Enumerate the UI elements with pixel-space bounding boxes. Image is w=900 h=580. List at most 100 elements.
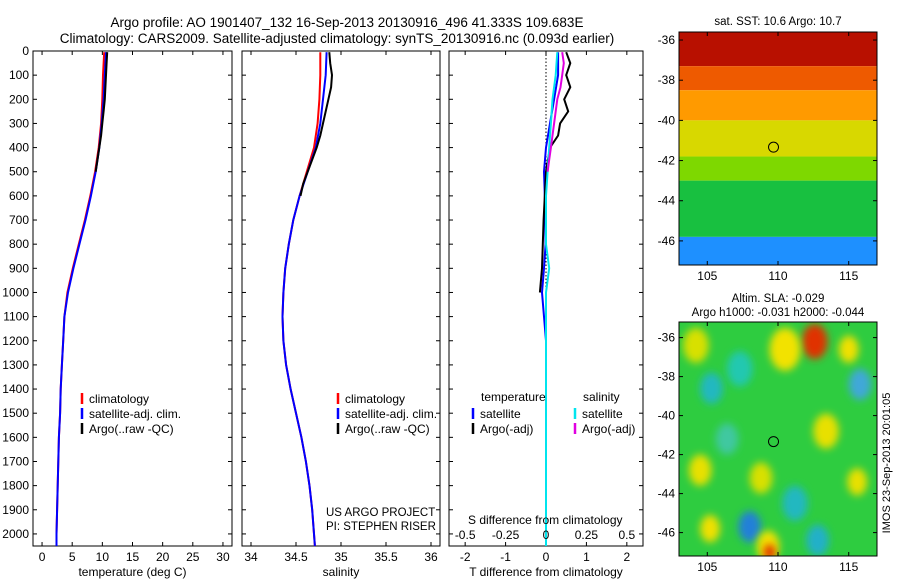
sla-anomaly-blob — [847, 468, 868, 496]
x-tick-label: 34.5 — [284, 550, 308, 564]
legend-title-salinity: salinity — [583, 390, 620, 404]
sla-anomaly-blob — [715, 423, 739, 455]
x-tick-label: 20 — [156, 550, 170, 564]
depth-tick-label: 300 — [9, 116, 29, 130]
top-tick-label: 0.5 — [618, 528, 635, 542]
title-line-2: Climatology: CARS2009. Satellite-adjuste… — [60, 31, 615, 46]
x-tick-label: -1 — [500, 550, 511, 564]
series-line-argo — [538, 51, 572, 293]
sla-anomaly-blob — [782, 485, 808, 521]
sla-anomaly-blob — [848, 368, 872, 400]
sst-band — [679, 66, 877, 91]
sst-band — [679, 90, 877, 121]
map-title: sat. SST: 10.6 Argo: 10.7 — [714, 16, 841, 28]
series-line-argo — [94, 52, 109, 172]
title-line-1: Argo profile: AO 1901407_132 16-Sep-2013… — [111, 15, 584, 30]
map-subtitle: Argo h1000: -0.031 h2000: -0.044 — [692, 307, 865, 319]
lat-tick-label: -36 — [658, 33, 676, 47]
temperature-profile-panel: 0100200300400500600700800900100011001200… — [2, 44, 233, 579]
x-tick-label: 35 — [334, 550, 348, 564]
x-tick-label: 5 — [69, 550, 76, 564]
depth-tick-label: 1700 — [2, 454, 29, 468]
sst-band — [679, 236, 877, 265]
lat-tick-label: -46 — [658, 234, 676, 248]
x-tick-label: 30 — [216, 550, 230, 564]
x-axis-label: T difference from climatology — [469, 565, 623, 579]
legend-label: climatology — [89, 392, 149, 406]
salinity-profile-panel: 34 34.5 35 35.5 36 salinity climatologysatelli… — [241, 50, 441, 579]
x-axis-label: salinity — [323, 565, 360, 579]
sla-anomaly-blob — [683, 327, 709, 363]
legend-label: Argo(..raw -QC) — [89, 422, 174, 436]
sst-band — [679, 156, 877, 181]
depth-tick-label: 400 — [9, 141, 29, 155]
top-tick-label: 0 — [543, 528, 550, 542]
lat-tick-label: -38 — [658, 370, 676, 384]
depth-tick-label: 0 — [22, 44, 29, 58]
top-axis-label: S difference from climatology — [468, 513, 623, 527]
series-line-sal_argo — [546, 52, 565, 172]
sla-anomaly-blob — [838, 335, 859, 363]
x-tick-label: -2 — [460, 550, 471, 564]
lon-tick-label: 105 — [697, 269, 717, 283]
sla-anomaly-blob — [813, 413, 839, 449]
lat-tick-label: -44 — [658, 194, 676, 208]
credit-project: US ARGO PROJECT — [326, 507, 435, 519]
sst-band — [679, 180, 877, 237]
x-tick-label: 35.5 — [374, 550, 398, 564]
map-field — [679, 322, 877, 556]
depth-tick-label: 900 — [9, 261, 29, 275]
lon-tick-label: 110 — [768, 269, 787, 283]
legend-label: climatology — [345, 392, 405, 406]
depth-tick-label: 100 — [9, 68, 29, 82]
depth-tick-label: 2000 — [2, 527, 29, 541]
lon-tick-label: 115 — [839, 269, 858, 283]
map-field — [679, 32, 877, 265]
map-title: Altim. SLA: -0.029 — [732, 293, 825, 305]
legend-label: Argo(-adj) — [582, 422, 635, 436]
series-line-argo — [299, 52, 334, 197]
depth-tick-label: 1300 — [2, 358, 29, 372]
x-tick-label: 0 — [543, 550, 550, 564]
legend-label: satellite — [582, 407, 623, 421]
depth-tick-label: 1200 — [2, 334, 29, 348]
legend-label: satellite — [480, 407, 521, 421]
lat-tick-label: -42 — [658, 448, 676, 462]
argo-location-marker — [768, 436, 780, 448]
lat-tick-label: -40 — [658, 113, 676, 127]
legend-label: satellite-adj. clim. — [345, 407, 437, 421]
lat-tick-label: -40 — [658, 409, 676, 423]
argo-location-marker — [768, 141, 780, 153]
plot-frame — [241, 50, 441, 547]
lon-tick-label: 105 — [697, 560, 717, 574]
top-tick-label: 0.25 — [575, 528, 599, 542]
depth-tick-label: 1600 — [2, 430, 29, 444]
series-line-sal_satellite — [545, 52, 559, 546]
sla-anomaly-blob — [769, 327, 801, 371]
legend-title-temperature: temperature — [481, 390, 546, 404]
credit-pi: PI: STEPHEN RISER — [326, 521, 436, 533]
lon-tick-label: 110 — [768, 560, 787, 574]
legend-label: satellite-adj. clim. — [89, 407, 181, 421]
sla-anomaly-blob — [700, 372, 723, 404]
depth-tick-label: 1900 — [2, 503, 29, 517]
x-tick-label: 15 — [126, 550, 140, 564]
difference-profile-panel: -2 -1 0 1 2T difference from climatology temp… — [448, 50, 644, 579]
lat-tick-label: -36 — [658, 331, 676, 345]
top-tick-label: -0.25 — [492, 528, 520, 542]
sla-anomaly-blob — [700, 515, 721, 543]
sla-anomaly-blob — [802, 323, 828, 360]
top-tick-label: -0.5 — [455, 528, 476, 542]
depth-tick-label: 1800 — [2, 479, 29, 493]
x-tick-label: 2 — [623, 550, 630, 564]
sst-map-panel: -36 -38 -40 -42 -44 -46 105 110 115 sat. SST: 10.… — [658, 16, 878, 283]
depth-tick-label: 1400 — [2, 382, 29, 396]
x-tick-label: 1 — [583, 550, 590, 564]
sst-band — [679, 32, 877, 67]
sla-anomaly-blob — [749, 462, 773, 494]
sla-map-panel: -36 -38 -40 -42 -44 -46 105 110 115 Altim. SLA: -… — [658, 293, 878, 574]
sla-anomaly-blob — [763, 544, 776, 556]
sla-anomaly-blob — [688, 454, 712, 486]
depth-tick-label: 800 — [9, 237, 29, 251]
